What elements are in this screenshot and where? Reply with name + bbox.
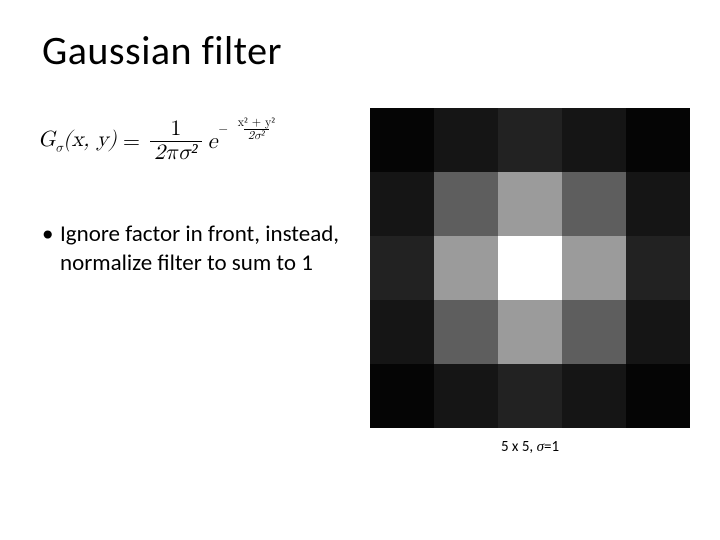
bullet-list: Ignore factor in front, instead, normali… bbox=[42, 220, 342, 278]
kernel-cell bbox=[370, 172, 434, 236]
kernel-cell bbox=[626, 364, 690, 428]
caption-prefix: 5 x 5, bbox=[501, 438, 537, 456]
kernel-cell bbox=[434, 300, 498, 364]
formula-eq: = bbox=[123, 129, 140, 155]
kernel-cell bbox=[626, 236, 690, 300]
formula-args: (x, y) bbox=[63, 129, 117, 151]
kernel-cell bbox=[562, 108, 626, 172]
kernel-cell bbox=[626, 300, 690, 364]
formula-exponent: − x² + y² 2σ² bbox=[218, 117, 283, 143]
formula-exp-den: 2σ² bbox=[244, 129, 269, 143]
formula-fraction: 1 2πσ² bbox=[150, 118, 202, 165]
formula-e: e bbox=[208, 129, 218, 155]
kernel-cell bbox=[498, 172, 562, 236]
kernel-cell bbox=[626, 172, 690, 236]
kernel-cell bbox=[370, 364, 434, 428]
kernel-cell bbox=[498, 364, 562, 428]
formula-exp-num: x² + y² bbox=[234, 117, 279, 130]
kernel-cell bbox=[562, 172, 626, 236]
slide-title: Gaussian filter bbox=[42, 26, 282, 75]
kernel-cell bbox=[562, 236, 626, 300]
kernel-cell bbox=[626, 108, 690, 172]
kernel-cell bbox=[498, 236, 562, 300]
kernel-cell bbox=[434, 108, 498, 172]
kernel-cell bbox=[370, 236, 434, 300]
gaussian-formula: Gσ(x, y) = 1 2πσ² e − x² + y² 2σ² bbox=[38, 118, 338, 165]
formula-sigma-sub: σ bbox=[55, 141, 63, 154]
kernel-figure: 5 x 5, σ=1 bbox=[370, 108, 690, 456]
kernel-cell bbox=[370, 108, 434, 172]
kernel-cell bbox=[498, 300, 562, 364]
formula-exp-minus: − bbox=[218, 123, 227, 137]
formula-G: G bbox=[38, 129, 55, 151]
kernel-grid bbox=[370, 108, 690, 428]
kernel-cell bbox=[434, 364, 498, 428]
caption-suffix: =1 bbox=[544, 438, 559, 456]
formula-den: 2πσ² bbox=[150, 141, 202, 165]
kernel-cell bbox=[434, 236, 498, 300]
kernel-caption: 5 x 5, σ=1 bbox=[370, 438, 690, 456]
kernel-cell bbox=[498, 108, 562, 172]
bullet-item: Ignore factor in front, instead, normali… bbox=[42, 220, 342, 278]
kernel-cell bbox=[434, 172, 498, 236]
formula-num: 1 bbox=[166, 118, 185, 141]
kernel-cell bbox=[562, 300, 626, 364]
kernel-cell bbox=[562, 364, 626, 428]
caption-sigma: σ bbox=[537, 439, 544, 455]
kernel-cell bbox=[370, 300, 434, 364]
